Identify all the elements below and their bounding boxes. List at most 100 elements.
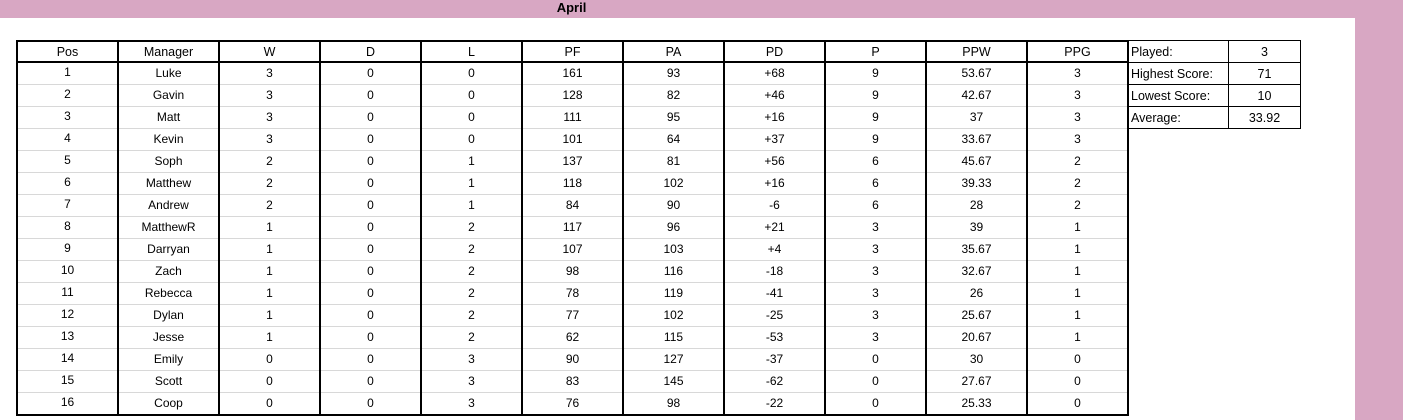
cell-manager[interactable]: Matt [117,106,220,129]
cell-ppg[interactable]: 3 [1026,106,1129,129]
cell-pos[interactable]: 10 [16,260,119,283]
cell-l[interactable]: 0 [420,128,523,151]
cell-pf[interactable]: 77 [521,304,624,327]
cell-pa[interactable]: 115 [622,326,725,349]
cell-pf[interactable]: 90 [521,348,624,371]
cell-p[interactable]: 3 [824,282,927,305]
cell-pos[interactable]: 6 [16,172,119,195]
cell-pa[interactable]: 96 [622,216,725,239]
cell-pd[interactable]: +4 [723,238,826,261]
cell-p[interactable]: 6 [824,194,927,217]
cell-pd[interactable]: -53 [723,326,826,349]
cell-l[interactable]: 0 [420,62,523,85]
cell-pa[interactable]: 119 [622,282,725,305]
column-header-l[interactable]: L [420,40,523,63]
cell-d[interactable]: 0 [319,106,422,129]
cell-pf[interactable]: 107 [521,238,624,261]
cell-p[interactable]: 9 [824,62,927,85]
cell-pd[interactable]: -41 [723,282,826,305]
cell-l[interactable]: 3 [420,370,523,393]
cell-l[interactable]: 0 [420,84,523,107]
cell-manager[interactable]: Zach [117,260,220,283]
stat-label[interactable]: Played: [1127,40,1229,63]
cell-pd[interactable]: -18 [723,260,826,283]
cell-pa[interactable]: 116 [622,260,725,283]
cell-w[interactable]: 1 [218,304,321,327]
cell-ppg[interactable]: 2 [1026,194,1129,217]
cell-p[interactable]: 9 [824,106,927,129]
cell-l[interactable]: 3 [420,348,523,371]
cell-pos[interactable]: 2 [16,84,119,107]
cell-pf[interactable]: 83 [521,370,624,393]
column-header-ppg[interactable]: PPG [1026,40,1129,63]
cell-ppw[interactable]: 35.67 [925,238,1028,261]
cell-pf[interactable]: 161 [521,62,624,85]
cell-d[interactable]: 0 [319,326,422,349]
stat-value[interactable]: 33.92 [1228,106,1301,129]
column-header-pf[interactable]: PF [521,40,624,63]
cell-d[interactable]: 0 [319,392,422,416]
cell-pd[interactable]: +56 [723,150,826,173]
cell-ppg[interactable]: 1 [1026,260,1129,283]
cell-pos[interactable]: 13 [16,326,119,349]
cell-ppw[interactable]: 42.67 [925,84,1028,107]
cell-w[interactable]: 0 [218,348,321,371]
cell-ppg[interactable]: 3 [1026,62,1129,85]
column-header-pos[interactable]: Pos [16,40,119,63]
cell-d[interactable]: 0 [319,172,422,195]
cell-pos[interactable]: 14 [16,348,119,371]
cell-p[interactable]: 3 [824,326,927,349]
cell-ppg[interactable]: 1 [1026,326,1129,349]
cell-pa[interactable]: 102 [622,172,725,195]
cell-manager[interactable]: Soph [117,150,220,173]
cell-manager[interactable]: Matthew [117,172,220,195]
cell-d[interactable]: 0 [319,62,422,85]
cell-ppw[interactable]: 28 [925,194,1028,217]
cell-d[interactable]: 0 [319,150,422,173]
cell-w[interactable]: 3 [218,106,321,129]
cell-w[interactable]: 3 [218,62,321,85]
cell-d[interactable]: 0 [319,84,422,107]
cell-w[interactable]: 1 [218,216,321,239]
cell-w[interactable]: 1 [218,326,321,349]
cell-pd[interactable]: -25 [723,304,826,327]
cell-ppg[interactable]: 2 [1026,172,1129,195]
cell-ppg[interactable]: 0 [1026,348,1129,371]
cell-pf[interactable]: 118 [521,172,624,195]
cell-pf[interactable]: 84 [521,194,624,217]
cell-pos[interactable]: 7 [16,194,119,217]
cell-pos[interactable]: 5 [16,150,119,173]
cell-pf[interactable]: 128 [521,84,624,107]
cell-pa[interactable]: 93 [622,62,725,85]
cell-ppg[interactable]: 0 [1026,370,1129,393]
cell-manager[interactable]: Emily [117,348,220,371]
stat-value[interactable]: 3 [1228,40,1301,63]
cell-ppw[interactable]: 53.67 [925,62,1028,85]
cell-pa[interactable]: 103 [622,238,725,261]
cell-ppg[interactable]: 1 [1026,238,1129,261]
cell-ppg[interactable]: 3 [1026,84,1129,107]
cell-w[interactable]: 2 [218,172,321,195]
cell-pf[interactable]: 62 [521,326,624,349]
cell-p[interactable]: 6 [824,150,927,173]
cell-d[interactable]: 0 [319,216,422,239]
cell-pd[interactable]: +16 [723,172,826,195]
stat-label[interactable]: Lowest Score: [1127,84,1229,107]
cell-pos[interactable]: 15 [16,370,119,393]
cell-pos[interactable]: 12 [16,304,119,327]
cell-p[interactable]: 3 [824,260,927,283]
cell-pa[interactable]: 81 [622,150,725,173]
cell-l[interactable]: 2 [420,282,523,305]
cell-d[interactable]: 0 [319,238,422,261]
cell-w[interactable]: 3 [218,128,321,151]
cell-pa[interactable]: 98 [622,392,725,416]
stat-value[interactable]: 71 [1228,62,1301,85]
cell-manager[interactable]: Dylan [117,304,220,327]
cell-pos[interactable]: 9 [16,238,119,261]
cell-l[interactable]: 2 [420,216,523,239]
cell-manager[interactable]: Rebecca [117,282,220,305]
cell-pa[interactable]: 127 [622,348,725,371]
cell-d[interactable]: 0 [319,282,422,305]
cell-pf[interactable]: 117 [521,216,624,239]
column-header-manager[interactable]: Manager [117,40,220,63]
